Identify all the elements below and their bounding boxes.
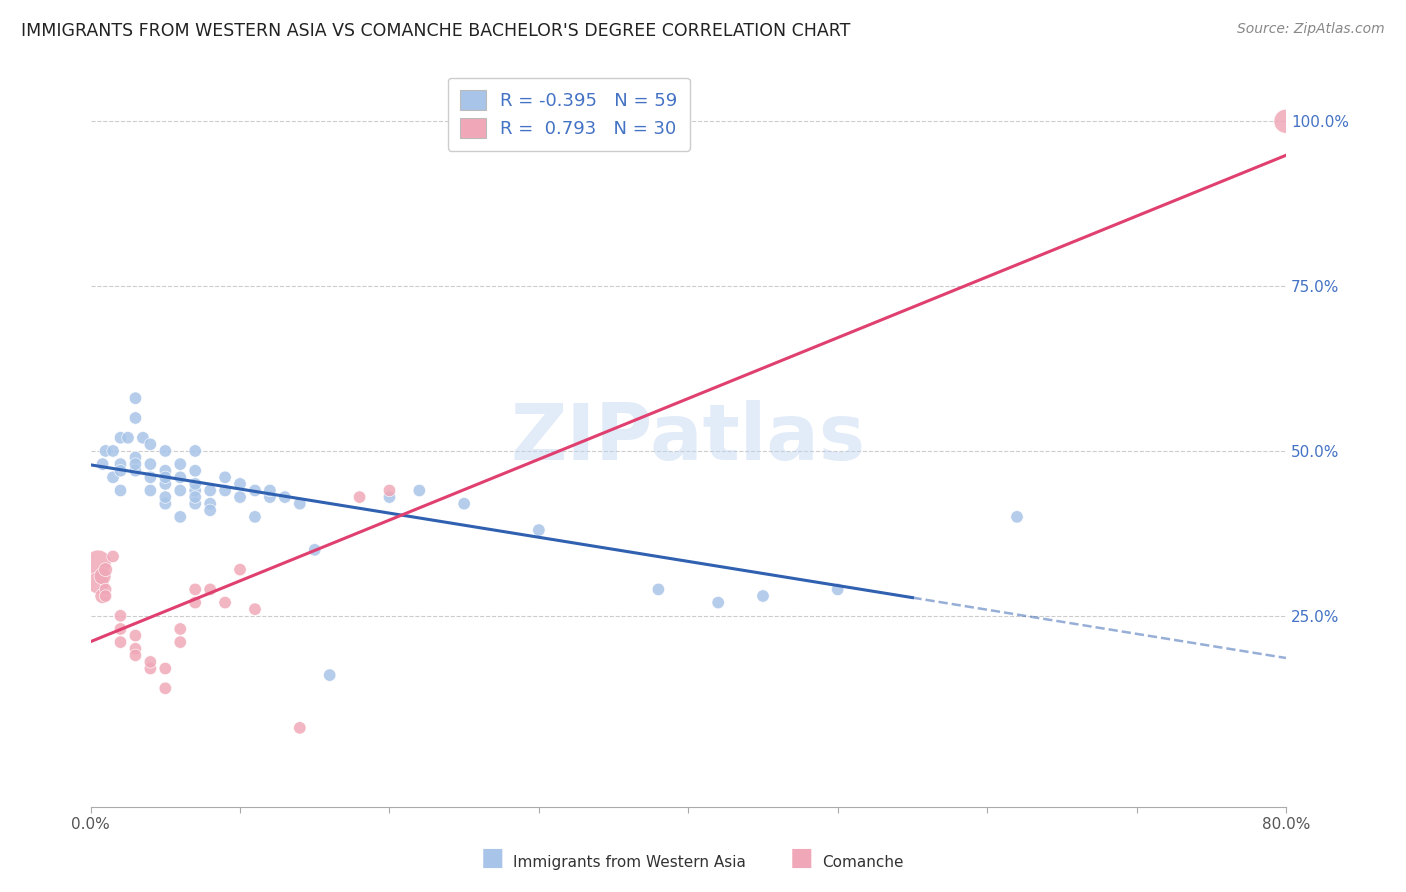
- Point: [707, 596, 730, 610]
- Point: [155, 490, 177, 504]
- Text: Comanche: Comanche: [823, 855, 904, 870]
- Point: [198, 503, 221, 517]
- Point: [229, 476, 252, 491]
- Point: [124, 629, 146, 643]
- Point: [169, 622, 191, 636]
- Legend: R = -0.395   N = 59, R =  0.793   N = 30: R = -0.395 N = 59, R = 0.793 N = 30: [447, 78, 690, 151]
- Point: [132, 431, 155, 445]
- Point: [155, 476, 177, 491]
- Point: [87, 575, 110, 590]
- Point: [110, 608, 132, 623]
- Point: [124, 641, 146, 656]
- Point: [1275, 114, 1298, 128]
- Point: [184, 476, 207, 491]
- Point: [169, 509, 191, 524]
- Point: [274, 490, 297, 504]
- Point: [139, 661, 162, 675]
- Point: [169, 635, 191, 649]
- Point: [318, 668, 340, 682]
- Point: [124, 464, 146, 478]
- Point: [139, 457, 162, 471]
- Point: [1005, 509, 1028, 524]
- Point: [378, 490, 401, 504]
- Point: [94, 582, 117, 597]
- Text: Immigrants from Western Asia: Immigrants from Western Asia: [513, 855, 747, 870]
- Point: [110, 622, 132, 636]
- Point: [243, 483, 266, 498]
- Point: [139, 470, 162, 484]
- Point: [139, 655, 162, 669]
- Point: [527, 523, 550, 537]
- Point: [243, 509, 266, 524]
- Point: [752, 589, 775, 603]
- Point: [198, 582, 221, 597]
- Point: [184, 582, 207, 597]
- Point: [647, 582, 669, 597]
- Point: [94, 589, 117, 603]
- Text: ■: ■: [481, 846, 503, 870]
- Point: [155, 681, 177, 696]
- Point: [198, 483, 221, 498]
- Point: [124, 457, 146, 471]
- Point: [94, 563, 117, 577]
- Point: [155, 497, 177, 511]
- Point: [110, 457, 132, 471]
- Point: [184, 483, 207, 498]
- Text: ■: ■: [790, 846, 813, 870]
- Point: [184, 596, 207, 610]
- Point: [87, 556, 110, 570]
- Point: [184, 490, 207, 504]
- Point: [243, 602, 266, 616]
- Point: [94, 444, 117, 458]
- Point: [214, 596, 236, 610]
- Text: ZIPatlas: ZIPatlas: [510, 400, 866, 475]
- Point: [453, 497, 475, 511]
- Point: [101, 444, 124, 458]
- Point: [155, 444, 177, 458]
- Point: [288, 721, 311, 735]
- Point: [214, 470, 236, 484]
- Point: [378, 483, 401, 498]
- Point: [155, 661, 177, 675]
- Point: [110, 635, 132, 649]
- Point: [184, 497, 207, 511]
- Point: [101, 549, 124, 564]
- Point: [139, 437, 162, 451]
- Point: [124, 411, 146, 425]
- Point: [155, 470, 177, 484]
- Point: [259, 490, 281, 504]
- Point: [124, 391, 146, 405]
- Point: [91, 569, 114, 583]
- Point: [139, 483, 162, 498]
- Point: [169, 457, 191, 471]
- Point: [169, 483, 191, 498]
- Point: [124, 450, 146, 465]
- Point: [288, 497, 311, 511]
- Point: [229, 490, 252, 504]
- Point: [184, 444, 207, 458]
- Point: [101, 470, 124, 484]
- Point: [184, 464, 207, 478]
- Point: [91, 457, 114, 471]
- Point: [259, 483, 281, 498]
- Point: [349, 490, 371, 504]
- Point: [155, 464, 177, 478]
- Point: [827, 582, 849, 597]
- Point: [91, 589, 114, 603]
- Point: [304, 542, 326, 557]
- Point: [110, 464, 132, 478]
- Point: [124, 648, 146, 663]
- Text: Source: ZipAtlas.com: Source: ZipAtlas.com: [1237, 22, 1385, 37]
- Point: [408, 483, 430, 498]
- Point: [169, 470, 191, 484]
- Point: [117, 431, 139, 445]
- Point: [229, 563, 252, 577]
- Point: [198, 497, 221, 511]
- Point: [110, 483, 132, 498]
- Text: IMMIGRANTS FROM WESTERN ASIA VS COMANCHE BACHELOR'S DEGREE CORRELATION CHART: IMMIGRANTS FROM WESTERN ASIA VS COMANCHE…: [21, 22, 851, 40]
- Point: [214, 483, 236, 498]
- Point: [110, 431, 132, 445]
